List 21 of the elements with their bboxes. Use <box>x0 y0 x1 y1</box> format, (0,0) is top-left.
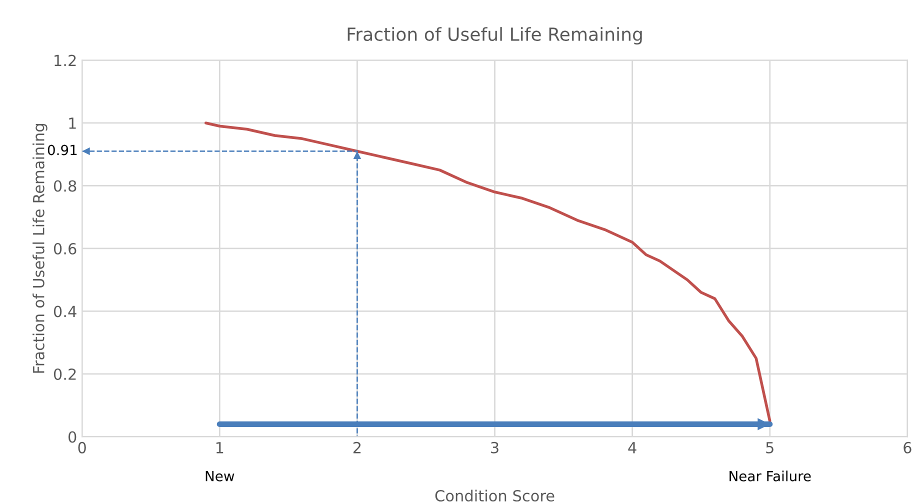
y-tick-label: 0.4 <box>54 306 76 318</box>
x-tick-label: 5 <box>766 442 774 454</box>
x-axis-title: Condition Score <box>435 490 554 502</box>
y-tick-label: 0 <box>68 431 76 443</box>
x-tick-label: 0 <box>78 442 86 454</box>
y-tick-label: 1 <box>69 118 76 129</box>
y-tick-label: 0.8 <box>54 180 76 192</box>
x-tick-label: 4 <box>628 442 636 454</box>
y-tick-label: 1.2 <box>54 54 76 66</box>
y-tick-label: 0.6 <box>54 242 76 255</box>
x-tick-label: 2 <box>353 442 361 454</box>
text: New <box>206 471 234 482</box>
y-tick-label: 0.2 <box>54 368 76 380</box>
annotation: 0.91 <box>48 144 77 156</box>
chart-title: Fraction of Useful Life Remaining <box>348 27 642 45</box>
x-tick-label: 3 <box>491 442 498 454</box>
x-tick-label: 6 <box>904 442 912 454</box>
text: Near Failure <box>730 470 811 482</box>
x-tick-label: 1 <box>216 442 224 454</box>
y-axis-title: Fraction of Useful Life Remaining <box>32 124 48 373</box>
line-series <box>204 122 772 422</box>
